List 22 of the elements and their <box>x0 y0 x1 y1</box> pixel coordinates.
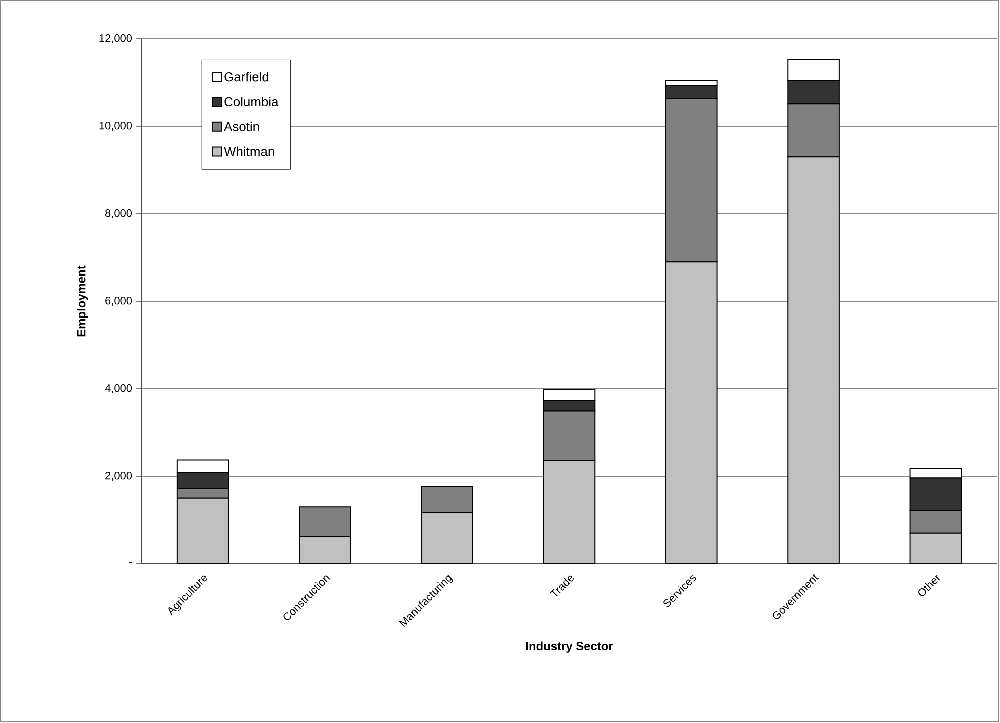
legend-label: Columbia <box>224 97 279 107</box>
bar <box>421 486 474 514</box>
bar <box>299 536 352 564</box>
bar <box>299 506 352 538</box>
bar <box>176 498 230 564</box>
y-tick-label: - <box>129 562 132 564</box>
y-tick-label: 2,000 <box>106 472 132 482</box>
y-tick-label: 12,000 <box>100 34 132 44</box>
bar <box>421 512 474 564</box>
bar <box>665 262 718 564</box>
x-axis-title: Industry Sector <box>526 642 614 653</box>
y-tick-label: 6,000 <box>106 296 132 306</box>
bar <box>788 156 840 564</box>
legend-label: Whitman <box>224 146 274 156</box>
bar <box>543 460 596 564</box>
legend-label: Asotin <box>224 122 260 132</box>
legend-label: Garfield <box>224 72 269 82</box>
y-tick-label: 8,000 <box>106 209 132 219</box>
bar <box>910 532 962 564</box>
y-tick-label: 4,000 <box>105 384 132 394</box>
y-axis-title: Employment <box>76 266 88 337</box>
y-tick-label: 10,000 <box>100 122 132 132</box>
